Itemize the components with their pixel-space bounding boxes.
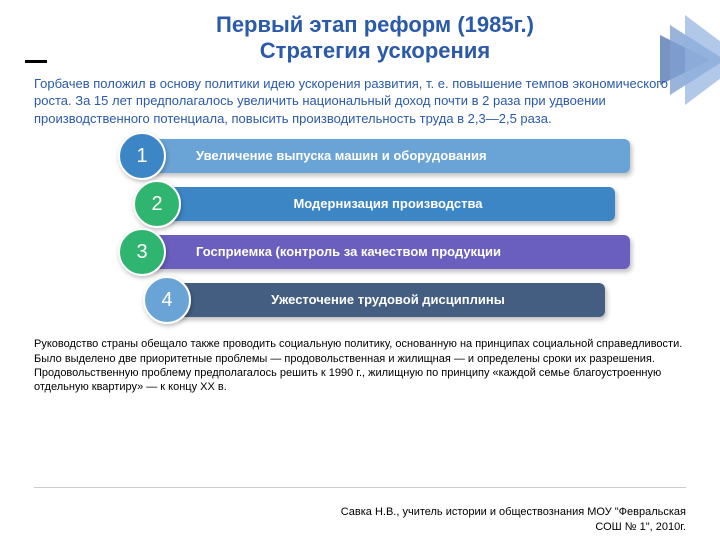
title-line-2: Стратегия ускорения [260,38,490,63]
item-row: Модернизация производства2 [105,187,615,221]
item-bar: Увеличение выпуска машин и оборудования [146,139,630,173]
item-row: Увеличение выпуска машин и оборудования1 [90,139,630,173]
title-line-1: Первый этап реформ (1985г.) [216,12,534,37]
item-bar: Ужесточение трудовой дисциплины [171,283,605,317]
item-number-badge: 2 [133,180,181,228]
attribution-text: Савка Н.В., учитель истории и обществозн… [340,505,686,534]
items-list: Увеличение выпуска машин и оборудования1… [0,127,720,335]
item-row: Госприемка (контроль за качеством продук… [90,235,630,269]
title-accent-line [25,60,47,63]
item-bar: Модернизация производства [161,187,615,221]
item-number-badge: 4 [143,276,191,324]
item-number-badge: 3 [118,228,166,276]
footnote-paragraph: Руководство страны обещало также проводи… [0,335,720,394]
horizontal-divider [34,487,686,488]
title-block: Первый этап реформ (1985г.) Стратегия ус… [0,0,720,71]
intro-paragraph: Горбачев положил в основу политики идею … [0,71,720,128]
item-number-badge: 1 [118,132,166,180]
page-title: Первый этап реформ (1985г.) Стратегия ус… [60,12,690,65]
item-bar: Госприемка (контроль за качеством продук… [146,235,630,269]
item-row: Ужесточение трудовой дисциплины4 [115,283,605,317]
